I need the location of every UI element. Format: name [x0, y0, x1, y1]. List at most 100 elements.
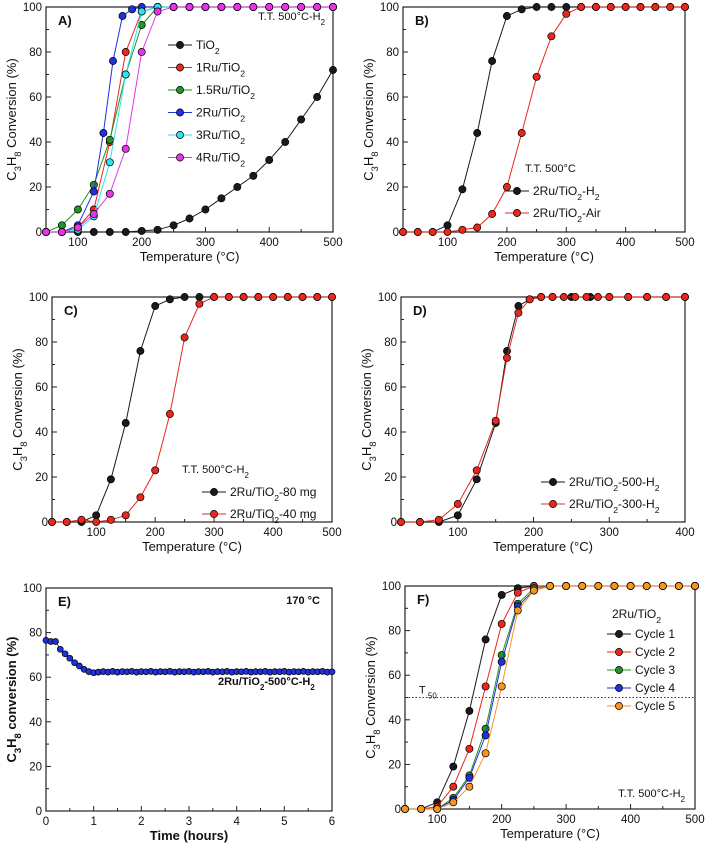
data-point — [165, 295, 174, 304]
data-point — [151, 466, 160, 475]
data-point — [547, 32, 556, 41]
data-point — [399, 228, 407, 236]
x-tick-label: 200 — [132, 237, 151, 249]
panel-c: 100 200 300 400 500 0 20 40 60 80 100 Temperature (… — [10, 292, 342, 554]
legend-marker — [549, 478, 557, 486]
panel-b: 100 200 300 400 500 0 20 40 60 80 100 Temperature (… — [361, 2, 695, 264]
data-point — [185, 3, 194, 11]
legend-entry: 1.5Ru/TiO2 — [168, 83, 255, 101]
data-point — [481, 682, 490, 691]
x-tick-label: 300 — [600, 527, 619, 539]
data-point — [458, 185, 467, 194]
data-point — [559, 293, 568, 301]
data-point — [297, 3, 306, 11]
x-tick-label: 3 — [186, 816, 192, 828]
plot-frame — [45, 587, 333, 812]
legend-label: 3Ru/TiO2 — [196, 128, 245, 146]
data-point — [89, 187, 98, 196]
y-tick-label: 100 — [23, 583, 42, 595]
y-axis-label: C3H8 Conversion (%) — [359, 348, 378, 470]
y-tick-label: 20 — [388, 759, 401, 771]
legend-entry: 2Ru/TiO2-40 mg — [202, 507, 316, 525]
data-point — [151, 302, 160, 310]
panel-f: 100 200 300 400 500 0 20 40 60 80 100 Temperature (… — [363, 581, 705, 841]
series-1 — [42, 66, 337, 236]
data-point — [666, 3, 675, 11]
data-point — [458, 225, 467, 234]
data-point — [503, 353, 511, 362]
data-point — [546, 582, 554, 590]
data-point — [497, 682, 506, 691]
data-point — [153, 7, 162, 16]
y-tick-label: 60 — [29, 92, 42, 104]
data-point — [497, 657, 506, 666]
panel-label: F) — [417, 592, 429, 607]
legend-marker — [176, 63, 184, 72]
data-point — [89, 210, 98, 218]
data-point — [465, 706, 474, 715]
data-point — [180, 293, 189, 301]
y-tick-label: 80 — [384, 337, 397, 349]
data-point — [488, 57, 497, 65]
data-point — [443, 221, 452, 230]
y-axis-label: C3H8 conversion (%) — [4, 637, 23, 763]
legend-marker — [615, 684, 623, 692]
x-axis-label: Temperature (°C) — [500, 826, 600, 841]
series-6 — [42, 3, 337, 236]
y-tick-label: 80 — [388, 626, 401, 638]
y-tick-label: 100 — [380, 2, 399, 14]
x-tick-label: 300 — [557, 237, 576, 249]
y-tick-label: 20 — [29, 182, 42, 194]
x-tick-label: 200 — [492, 814, 511, 826]
series-label: 2Ru/TiO2-500°C-H2 — [218, 676, 315, 692]
data-point — [562, 3, 571, 11]
series-2 — [399, 3, 689, 236]
legend-marker — [615, 666, 623, 674]
legend-entry: Cycle 3 — [607, 663, 675, 677]
data-point — [52, 638, 59, 645]
data-point — [488, 210, 497, 218]
y-tick-label: 100 — [378, 292, 397, 304]
x-tick-label: 500 — [685, 814, 704, 826]
data-point — [636, 3, 645, 11]
data-point — [594, 582, 603, 590]
y-tick-label: 0 — [36, 806, 42, 818]
data-point — [217, 3, 226, 11]
series-1 — [397, 293, 689, 526]
x-tick-label: 2 — [138, 816, 144, 828]
data-point — [136, 493, 145, 502]
data-point — [606, 3, 615, 11]
data-point — [76, 662, 83, 670]
data-point — [153, 225, 162, 234]
y-tick-label: 20 — [386, 182, 399, 194]
data-point — [434, 515, 443, 524]
legend-label: 2Ru/TiO2-40 mg — [230, 507, 316, 525]
x-tick-label: 400 — [675, 527, 694, 539]
data-point — [642, 582, 651, 590]
data-point — [269, 293, 278, 301]
annotation: T.T. 500°C — [525, 163, 576, 175]
x-axis-label: Temperature (°C) — [494, 249, 594, 264]
y-axis-label: C3H8 Conversion (%) — [10, 348, 29, 470]
data-point — [562, 9, 571, 18]
data-point — [169, 221, 178, 230]
data-point — [121, 48, 130, 56]
annotation: T.T. 500°C-H2 — [618, 788, 685, 804]
data-point — [643, 293, 652, 301]
data-point — [233, 3, 242, 11]
x-tick-label: 0 — [43, 816, 49, 828]
y-tick-label: 60 — [35, 382, 48, 394]
data-point — [195, 293, 204, 301]
data-point — [582, 293, 591, 301]
legend-entry: 4Ru/TiO2 — [168, 151, 245, 169]
data-point — [105, 228, 114, 236]
legend-marker — [176, 153, 184, 162]
legend-marker — [210, 488, 218, 496]
x-tick-label: 100 — [448, 527, 467, 539]
y-tick-label: 0 — [42, 517, 48, 529]
data-point — [591, 3, 600, 11]
data-point — [136, 347, 145, 355]
legend-label: 4Ru/TiO2 — [196, 151, 245, 169]
panel-label: B) — [415, 13, 429, 28]
data-point — [481, 749, 490, 758]
